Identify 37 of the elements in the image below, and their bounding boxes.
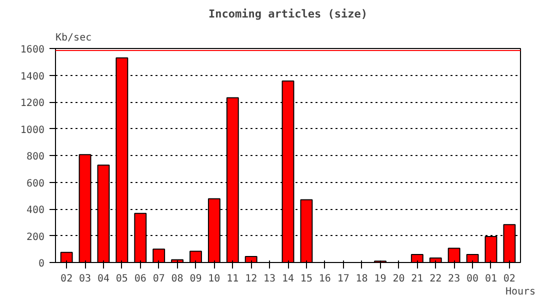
x-tick-label: 02 xyxy=(60,274,73,284)
x-tick-label: 12 xyxy=(245,274,258,284)
x-tick-label: 13 xyxy=(264,274,276,284)
x-tick-label: 19 xyxy=(374,274,386,284)
x-tick-label: 05 xyxy=(116,274,128,284)
x-tick-label: 15 xyxy=(300,274,312,284)
y-tick-label: 1600 xyxy=(20,44,45,56)
y-tick-label: 1400 xyxy=(20,71,45,82)
x-tick-label: 10 xyxy=(208,274,220,284)
y-tick-label: 400 xyxy=(26,205,44,216)
x-tick-label: 09 xyxy=(190,274,202,284)
x-tick-label: 14 xyxy=(282,274,294,284)
y-tick-label: 200 xyxy=(26,232,44,243)
chart-title: Incoming articles (size) xyxy=(208,8,368,20)
x-tick-label: 08 xyxy=(171,274,184,284)
y-tick-label: 800 xyxy=(26,152,44,162)
y-tick-label: 0 xyxy=(38,258,45,270)
x-tick-label: 02 xyxy=(503,274,516,284)
x-axis-title: Hours xyxy=(505,286,536,298)
y-axis-title: Kb/sec xyxy=(56,32,92,44)
x-tick-label: 20 xyxy=(392,274,405,284)
y-tick-label: 600 xyxy=(26,178,44,190)
x-tick-label: 07 xyxy=(152,274,165,284)
x-tick-label: 16 xyxy=(318,274,331,284)
x-tick-label: 03 xyxy=(79,274,92,284)
x-tick-label: 18 xyxy=(356,274,368,284)
x-tick-label: 04 xyxy=(97,274,110,284)
x-tick-label: 22 xyxy=(430,274,442,284)
x-tick-label: 21 xyxy=(411,274,424,284)
x-tick-label: 01 xyxy=(484,274,498,284)
y-tick-label: 1000 xyxy=(20,124,45,136)
x-tick-label: 11 xyxy=(226,274,239,284)
x-tick-label: 06 xyxy=(134,274,146,284)
x-tick-label: 17 xyxy=(337,274,350,284)
x-tick-label: 23 xyxy=(448,274,460,284)
x-tick-label: 00 xyxy=(466,274,479,284)
y-tick-label: 1200 xyxy=(20,98,45,109)
